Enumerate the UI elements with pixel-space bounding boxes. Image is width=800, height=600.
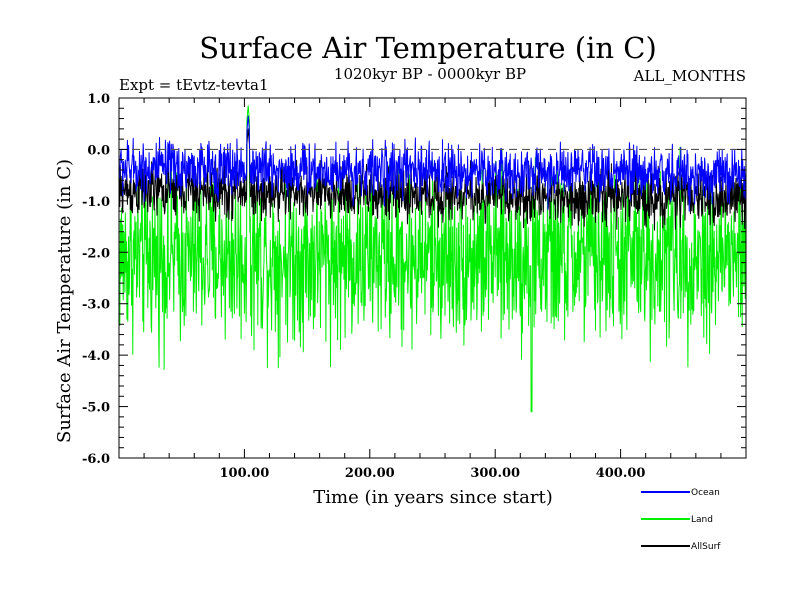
x-tick-label: 200.00 (345, 466, 395, 481)
series-line-allsurf (118, 128, 747, 231)
legend-item-allsurf: AllSurf (641, 542, 721, 552)
legend-item-land: Land (641, 515, 713, 525)
y-tick-label: -6.0 (82, 452, 110, 467)
legend-label: AllSurf (691, 542, 721, 552)
y-tick-label: -1.0 (82, 195, 110, 210)
plot-area: 100.00 200.00 300.00 400.00 1.0 0.0 -1.0 -2.0 -3… (82, 92, 747, 481)
series-line-ocean (118, 115, 747, 212)
y-tick-label: 1.0 (87, 92, 110, 107)
x-tick-label: 300.00 (470, 466, 520, 481)
y-tick-label: 0.0 (87, 143, 110, 158)
x-tick-label: 100.00 (220, 466, 270, 481)
legend: Ocean Land AllSurf (641, 488, 721, 552)
legend-label: Ocean (691, 488, 720, 498)
y-tick-label: -4.0 (82, 349, 110, 364)
y-axis-label: Surface Air Temperature (in C) (54, 159, 75, 443)
y-tick-label: -3.0 (82, 298, 110, 313)
legend-label: Land (691, 515, 713, 525)
time-range-label: 1020kyr BP - 0000kyr BP (334, 65, 526, 83)
chart-title: Surface Air Temperature (in C) (199, 31, 657, 65)
months-label: ALL_MONTHS (633, 67, 746, 85)
legend-item-ocean: Ocean (641, 488, 720, 498)
experiment-label: Expt = tEvtz-tevta1 (119, 76, 269, 94)
y-tick-label: -2.0 (82, 246, 110, 261)
plot-frame (118, 97, 747, 459)
x-axis-label: Time (in years since start) (313, 487, 553, 508)
y-tick-label: -5.0 (82, 401, 110, 416)
x-tick-label: 400.00 (596, 466, 646, 481)
